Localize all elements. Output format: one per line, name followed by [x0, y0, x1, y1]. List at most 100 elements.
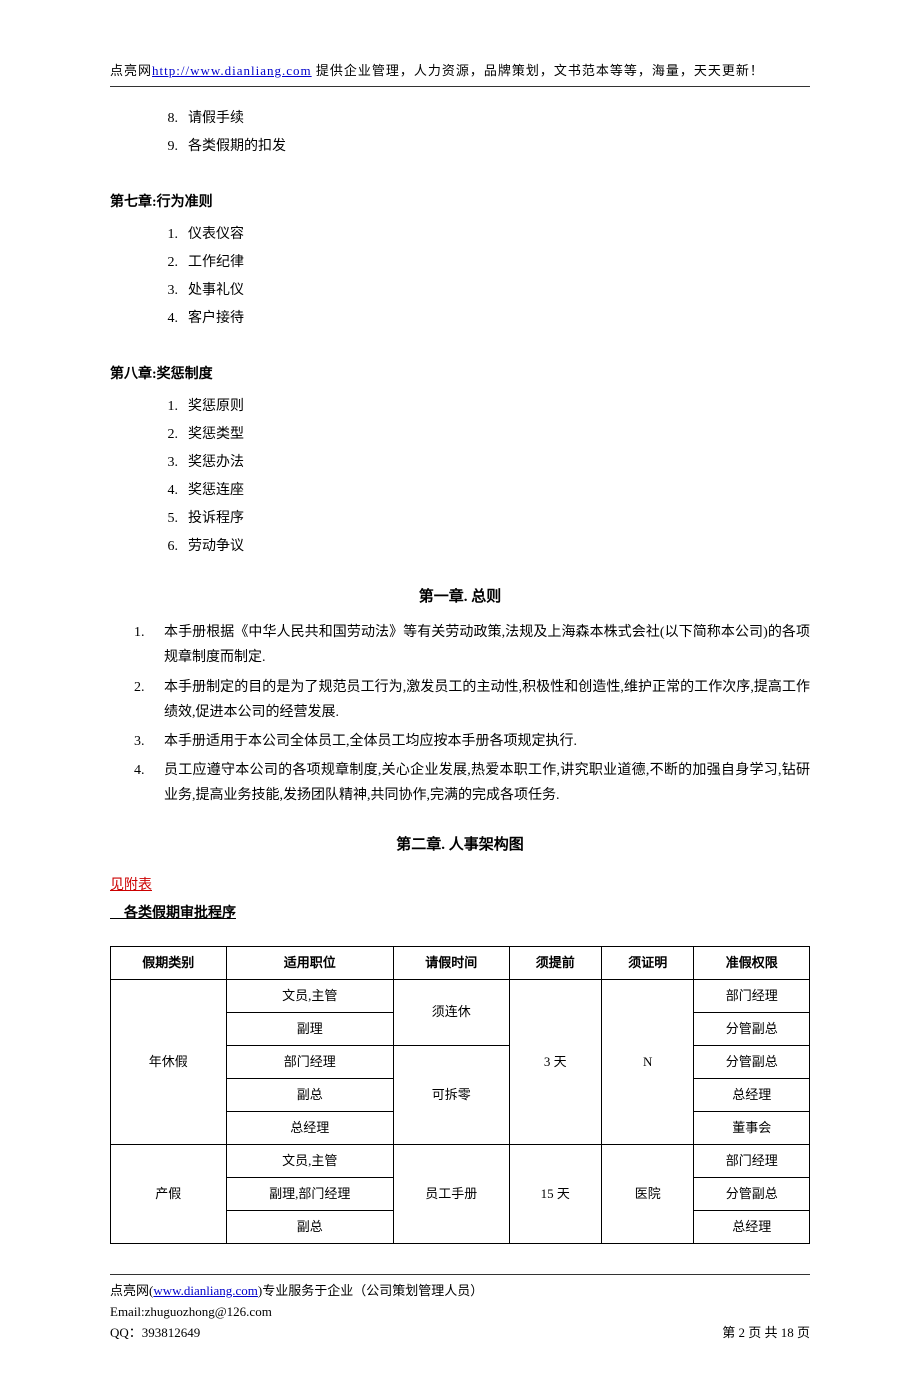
toc-number: 3. — [150, 449, 178, 477]
body-item-number: 3. — [134, 729, 164, 754]
toc-text: 仪表仪容 — [188, 227, 244, 242]
body-list-item: 3.本手册适用于本公司全体员工,全体员工均应按本手册各项规定执行. — [134, 729, 810, 754]
toc-text: 奖惩类型 — [188, 427, 244, 442]
table-cell: 分管副总 — [694, 1045, 810, 1078]
table-header-cell: 适用职位 — [226, 946, 394, 979]
toc-number: 2. — [150, 421, 178, 449]
table-header-cell: 准假权限 — [694, 946, 810, 979]
toc-item: 5. 投诉程序 — [150, 505, 810, 533]
toc-item: 1. 奖惩原则 — [150, 393, 810, 421]
table-cell: 产假 — [111, 1145, 227, 1244]
table-row: 产假文员,主管员工手册15 天医院部门经理 — [111, 1145, 810, 1178]
toc-number: 4. — [150, 305, 178, 333]
table-header-row: 假期类别适用职位请假时间须提前须证明准假权限 — [111, 946, 810, 979]
body-item-number: 2. — [134, 675, 164, 725]
toc-number: 3. — [150, 277, 178, 305]
page-footer: 点亮网(www.dianliang.com)专业服务于企业（公司策划管理人员） … — [110, 1274, 810, 1343]
toc-item: 9. 各类假期的扣发 — [150, 133, 810, 161]
toc-text: 客户接待 — [188, 311, 244, 326]
toc-item: 2. 奖惩类型 — [150, 421, 810, 449]
header-prefix: 点亮网 — [110, 63, 152, 78]
toc-item: 4. 奖惩连座 — [150, 477, 810, 505]
body-item-number: 1. — [134, 620, 164, 670]
chapter7-list: 1. 仪表仪容 2. 工作纪律 3. 处事礼仪 4. 客户接待 — [150, 221, 810, 333]
table-cell: 总经理 — [694, 1078, 810, 1111]
page-header: 点亮网http://www.dianliang.com 提供企业管理，人力资源，… — [110, 60, 810, 82]
chapter7-heading: 第七章:行为准则 — [110, 191, 810, 215]
toc-item: 2. 工作纪律 — [150, 249, 810, 277]
body-item-text: 本手册适用于本公司全体员工,全体员工均应按本手册各项规定执行. — [164, 729, 810, 754]
toc-number: 5. — [150, 505, 178, 533]
section2-title: 第二章. 人事架构图 — [110, 833, 810, 859]
table-cell: 副总 — [226, 1211, 394, 1244]
footer-email: Email:zhuguozhong@126.com — [110, 1302, 810, 1323]
toc-continuation: 8. 请假手续 9. 各类假期的扣发 — [150, 105, 810, 161]
toc-number: 6. — [150, 533, 178, 561]
footer-page-number: 第 2 页 共 18 页 — [722, 1323, 810, 1344]
table-header-cell: 请假时间 — [394, 946, 510, 979]
header-url-link[interactable]: http://www.dianliang.com — [152, 63, 312, 78]
chapter8-heading: 第八章:奖惩制度 — [110, 363, 810, 387]
table-cell: 可拆零 — [394, 1045, 510, 1144]
table-cell: 总经理 — [226, 1112, 394, 1145]
table-cell: N — [602, 979, 694, 1144]
section1-title: 第一章. 总则 — [110, 585, 810, 611]
table-cell: 医院 — [602, 1145, 694, 1244]
body-list-item: 1.本手册根据《中华人民共和国劳动法》等有关劳动政策,法规及上海森本株式会社(以… — [134, 620, 810, 670]
table-cell: 部门经理 — [694, 1145, 810, 1178]
toc-item: 1. 仪表仪容 — [150, 221, 810, 249]
table-header-cell: 须提前 — [509, 946, 601, 979]
body-item-text: 本手册根据《中华人民共和国劳动法》等有关劳动政策,法规及上海森本株式会社(以下简… — [164, 620, 810, 670]
subheading-leave-approval: 各类假期审批程序 — [110, 902, 810, 926]
toc-number: 4. — [150, 477, 178, 505]
toc-text: 奖惩连座 — [188, 483, 244, 498]
table-cell: 文员,主管 — [226, 979, 394, 1012]
body-item-text: 员工应遵守本公司的各项规章制度,关心企业发展,热爱本职工作,讲究职业道德,不断的… — [164, 758, 810, 808]
header-divider — [110, 86, 810, 87]
toc-text: 投诉程序 — [188, 511, 244, 526]
body-list-item: 2.本手册制定的目的是为了规范员工行为,激发员工的主动性,积极性和创造性,维护正… — [134, 675, 810, 725]
table-row: 年休假文员,主管须连休3 天N部门经理 — [111, 979, 810, 1012]
table-cell: 部门经理 — [694, 979, 810, 1012]
toc-text: 请假手续 — [188, 111, 244, 126]
toc-item: 8. 请假手续 — [150, 105, 810, 133]
table-cell: 分管副总 — [694, 1012, 810, 1045]
toc-text: 处事礼仪 — [188, 283, 244, 298]
toc-text: 劳动争议 — [188, 539, 244, 554]
chapter8-list: 1. 奖惩原则 2. 奖惩类型 3. 奖惩办法 4. 奖惩连座 5. 投诉程序 6. 劳动争议 — [150, 393, 810, 561]
toc-item: 6. 劳动争议 — [150, 533, 810, 561]
table-cell: 员工手册 — [394, 1145, 510, 1244]
header-suffix: 提供企业管理，人力资源，品牌策划，文书范本等等，海量，天天更新！ — [312, 63, 764, 78]
footer-qq: QQ：393812649 — [110, 1323, 200, 1344]
table-cell: 部门经理 — [226, 1045, 394, 1078]
footer-suffix: )专业服务于企业（公司策划管理人员） — [258, 1283, 483, 1298]
footer-prefix: 点亮网( — [110, 1283, 153, 1298]
toc-item: 3. 处事礼仪 — [150, 277, 810, 305]
toc-text: 奖惩原则 — [188, 399, 244, 414]
table-header-cell: 假期类别 — [111, 946, 227, 979]
table-cell: 年休假 — [111, 979, 227, 1144]
toc-text: 奖惩办法 — [188, 455, 244, 470]
footer-url-link[interactable]: www.dianliang.com — [153, 1283, 258, 1298]
section1-body: 1.本手册根据《中华人民共和国劳动法》等有关劳动政策,法规及上海森本株式会社(以… — [134, 620, 810, 808]
table-cell: 副理 — [226, 1012, 394, 1045]
table-cell: 须连休 — [394, 979, 510, 1045]
table-cell: 董事会 — [694, 1112, 810, 1145]
attachment-link[interactable]: 见附表 — [110, 874, 152, 898]
table-cell: 分管副总 — [694, 1178, 810, 1211]
body-list-item: 4.员工应遵守本公司的各项规章制度,关心企业发展,热爱本职工作,讲究职业道德,不… — [134, 758, 810, 808]
toc-number: 1. — [150, 221, 178, 249]
body-item-text: 本手册制定的目的是为了规范员工行为,激发员工的主动性,积极性和创造性,维护正常的… — [164, 675, 810, 725]
toc-number: 8. — [150, 105, 178, 133]
toc-text: 各类假期的扣发 — [188, 139, 286, 154]
toc-number: 1. — [150, 393, 178, 421]
toc-number: 9. — [150, 133, 178, 161]
toc-number: 2. — [150, 249, 178, 277]
toc-text: 工作纪律 — [188, 255, 244, 270]
footer-bottom-row: QQ：393812649 第 2 页 共 18 页 — [110, 1323, 810, 1344]
table-cell: 15 天 — [509, 1145, 601, 1244]
leave-approval-table: 假期类别适用职位请假时间须提前须证明准假权限 年休假文员,主管须连休3 天N部门… — [110, 946, 810, 1245]
toc-item: 4. 客户接待 — [150, 305, 810, 333]
table-cell: 文员,主管 — [226, 1145, 394, 1178]
body-item-number: 4. — [134, 758, 164, 808]
